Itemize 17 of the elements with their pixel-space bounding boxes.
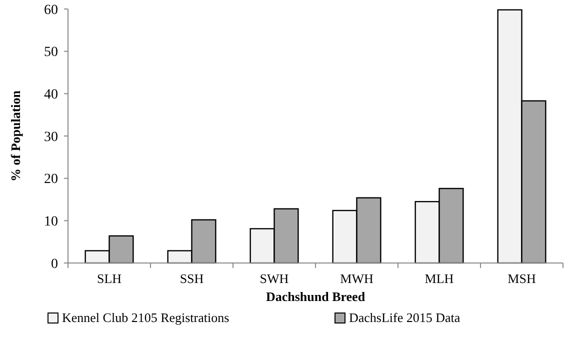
x-tick-label: SLH bbox=[96, 271, 122, 286]
y-tick-label: 0 bbox=[51, 256, 58, 272]
x-axis-title: Dachshund Breed bbox=[266, 289, 366, 304]
y-tick-label: 40 bbox=[44, 88, 58, 103]
y-tick-label: 50 bbox=[44, 45, 58, 60]
y-axis-title: % of Population bbox=[8, 90, 23, 182]
y-tick-label: 60 bbox=[44, 2, 58, 18]
x-tick-label: SSH bbox=[180, 271, 204, 286]
x-tick-label: SWH bbox=[260, 271, 289, 286]
legend-label: Kennel Club 2105 Registrations bbox=[62, 310, 230, 325]
x-tick-label: MLH bbox=[424, 271, 454, 286]
legend-label: DachsLife 2015 Data bbox=[349, 310, 460, 325]
x-tick-label: MWH bbox=[340, 271, 374, 286]
y-tick-label: 10 bbox=[44, 214, 58, 230]
y-tick-label: 30 bbox=[44, 130, 58, 145]
y-tick-label: 20 bbox=[44, 172, 58, 188]
x-tick-label: MSH bbox=[508, 271, 536, 286]
